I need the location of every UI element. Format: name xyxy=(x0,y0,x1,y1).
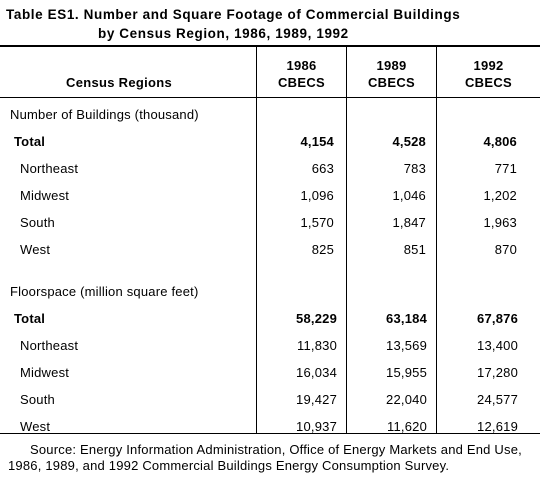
source-note: Source: Energy Information Administratio… xyxy=(8,442,532,474)
table-cell: 783 xyxy=(403,161,426,176)
table-cell: 870 xyxy=(494,242,517,257)
column-header-year: 1989 xyxy=(376,58,407,73)
table-cell: 15,955 xyxy=(386,365,427,380)
row-label-south: South xyxy=(20,392,55,407)
table-title-line1: Table ES1. Number and Square Footage of … xyxy=(6,7,461,22)
column-header-survey: CBECS xyxy=(277,75,325,90)
table-cell: 58,229 xyxy=(296,311,337,326)
column-divider-3 xyxy=(436,46,437,434)
table-cell: 1,570 xyxy=(300,215,334,230)
table-cell: 17,280 xyxy=(477,365,518,380)
table-cell: 1,096 xyxy=(300,188,334,203)
table-title-line2: by Census Region, 1986, 1989, 1992 xyxy=(98,26,349,41)
column-header-year: 1986 xyxy=(286,58,317,73)
table-cell: 12,619 xyxy=(477,419,518,433)
table-cell: 19,427 xyxy=(296,392,337,407)
table-cell: 4,806 xyxy=(483,134,517,149)
row-label-midwest: Midwest xyxy=(20,188,70,203)
table-cell: 22,040 xyxy=(386,392,427,407)
table-cell: 1,847 xyxy=(392,215,426,230)
section-title-buildings: Number of Buildings (thousand) xyxy=(10,107,199,122)
table-cell: 13,569 xyxy=(386,338,427,353)
bottom-rule xyxy=(0,433,540,434)
table-title: Table ES1. Number and Square Footage of … xyxy=(6,5,534,43)
table-cell: 11,830 xyxy=(297,338,337,353)
header-bottom-rule xyxy=(0,97,540,98)
row-label-total: Total xyxy=(14,134,46,149)
column-divider-1 xyxy=(256,46,257,434)
column-header-1992: 1992 CBECS xyxy=(437,57,540,91)
table-cell: 10,937 xyxy=(296,419,337,433)
table-cell: 851 xyxy=(403,242,426,257)
row-label-northeast: Northeast xyxy=(20,338,79,353)
table-cell: 16,034 xyxy=(296,365,337,380)
row-label-midwest: Midwest xyxy=(20,365,70,380)
column-header-census-regions: Census Regions xyxy=(66,75,173,90)
table-cell: 825 xyxy=(311,242,334,257)
row-label-total: Total xyxy=(14,311,46,326)
table-cell: 4,154 xyxy=(300,134,334,149)
table-cell: 4,528 xyxy=(392,134,426,149)
column-header-survey: CBECS xyxy=(464,75,512,90)
section-title-floorspace: Floorspace (million square feet) xyxy=(10,284,199,299)
table-cell: 13,400 xyxy=(477,338,518,353)
table-cell: 11,620 xyxy=(387,419,427,433)
column-header-year: 1992 xyxy=(473,58,504,73)
table-cell: 771 xyxy=(494,161,517,176)
source-note-text: Source: Energy Information Administratio… xyxy=(8,442,522,473)
row-label-west: West xyxy=(20,419,51,433)
table-cell: 24,577 xyxy=(477,392,518,407)
column-header-survey: CBECS xyxy=(367,75,415,90)
table-cell: 1,046 xyxy=(392,188,426,203)
column-header-1986: 1986 CBECS xyxy=(257,57,346,91)
table-cell: 663 xyxy=(311,161,334,176)
table-cell: 67,876 xyxy=(477,311,518,326)
table-cell: 63,184 xyxy=(386,311,427,326)
row-label-west: West xyxy=(20,242,51,257)
column-header-1989: 1989 CBECS xyxy=(347,57,436,91)
table-cell: 1,963 xyxy=(483,215,517,230)
top-rule xyxy=(0,45,540,47)
table-cell: 1,202 xyxy=(483,188,517,203)
row-label-south: South xyxy=(20,215,55,230)
column-divider-2 xyxy=(346,46,347,434)
row-label-northeast: Northeast xyxy=(20,161,79,176)
